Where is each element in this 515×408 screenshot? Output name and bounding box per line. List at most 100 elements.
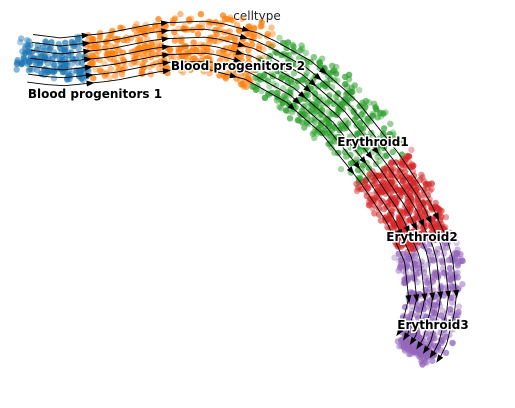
cell-point <box>383 163 390 171</box>
cell-point <box>399 139 406 147</box>
cell-point <box>415 348 422 356</box>
cell-point <box>34 66 41 74</box>
cell-point <box>74 40 81 47</box>
cell-point <box>178 35 185 42</box>
streamline-arrow <box>378 141 386 150</box>
cell-point <box>309 130 316 138</box>
cell-point <box>42 66 49 73</box>
cell-point <box>95 47 102 55</box>
streamline-arrow <box>437 291 444 300</box>
cell-point <box>419 229 426 237</box>
cell-point <box>128 48 135 56</box>
cell-point <box>244 31 252 38</box>
cell-point <box>137 36 144 44</box>
cell-point <box>295 54 303 62</box>
cell-point <box>416 353 423 360</box>
cell-point <box>407 347 414 355</box>
cell-point <box>430 257 437 264</box>
cell-point <box>437 312 444 319</box>
cell-point <box>426 281 434 288</box>
cell-point <box>280 50 288 57</box>
cell-point <box>414 270 421 278</box>
cell-point <box>380 125 388 132</box>
streamline-arrow <box>231 64 240 71</box>
cell-point <box>312 105 319 112</box>
cell-point <box>25 38 33 45</box>
cell-point <box>95 44 103 51</box>
cell-point <box>440 269 447 276</box>
cell-point <box>390 131 397 139</box>
cell-point <box>185 53 193 61</box>
cluster-points-4 <box>353 146 450 256</box>
streamline-arrow <box>161 44 171 51</box>
cell-point <box>403 263 410 270</box>
cell-point <box>102 44 109 52</box>
cell-point <box>41 53 48 60</box>
cell-point <box>395 267 402 274</box>
cell-point <box>197 11 205 18</box>
cell-point <box>414 278 421 286</box>
cell-point <box>68 60 76 67</box>
cluster-points-3 <box>248 34 406 186</box>
cell-point <box>394 196 401 204</box>
cell-point <box>442 214 450 221</box>
cell-point <box>419 191 426 199</box>
cell-point <box>189 55 196 63</box>
cell-point <box>190 39 197 46</box>
cell-point <box>301 124 308 131</box>
cell-point <box>387 160 395 167</box>
cell-point <box>148 27 155 34</box>
streamline-arrow <box>86 80 95 87</box>
cell-point <box>133 20 140 28</box>
streamline-arrow <box>241 25 251 32</box>
cell-point <box>141 47 148 54</box>
cell-point <box>284 88 292 96</box>
cell-point <box>374 153 381 161</box>
cell-point <box>449 299 456 306</box>
cell-point <box>448 256 455 264</box>
streamline-arrow <box>429 350 437 359</box>
streamline-arrow <box>346 166 355 175</box>
streamline-arrow <box>416 341 424 350</box>
streamline-arrow <box>418 218 425 228</box>
cell-point <box>429 318 437 325</box>
cell-point <box>178 53 186 61</box>
cell-point <box>50 75 58 82</box>
cell-point <box>416 176 424 184</box>
cell-point <box>404 313 411 321</box>
cluster-label-2: Blood progenitors 2 <box>171 59 305 73</box>
cell-point <box>50 68 58 75</box>
cell-point <box>405 254 412 261</box>
cell-point <box>413 258 421 265</box>
cell-point <box>90 74 97 82</box>
cell-point <box>371 210 378 217</box>
cell-point <box>218 36 225 43</box>
streamline-6 <box>28 60 418 338</box>
cell-point <box>367 201 374 208</box>
cell-point <box>305 98 312 106</box>
streamline-arrow <box>389 231 396 241</box>
cell-point <box>439 337 446 344</box>
cell-point <box>312 103 320 110</box>
cell-point <box>239 80 246 88</box>
cell-point <box>113 43 120 51</box>
streamline-arrow <box>396 228 403 238</box>
cell-point <box>215 63 222 71</box>
streamline-arrow <box>371 146 380 155</box>
cell-point <box>454 260 462 267</box>
cell-point <box>135 47 143 54</box>
cell-point <box>377 199 384 207</box>
cell-point <box>268 24 275 31</box>
streamline-arrow <box>403 225 410 234</box>
cell-point <box>22 42 29 50</box>
streamline-arrow <box>421 293 428 302</box>
cell-point <box>171 28 178 35</box>
cell-point <box>252 74 259 81</box>
cell-point <box>310 54 318 61</box>
cell-point <box>14 59 21 66</box>
cell-point <box>406 350 413 358</box>
cell-point <box>421 316 428 324</box>
cell-point <box>442 244 450 252</box>
cell-point <box>447 270 454 277</box>
streamline-1 <box>33 20 457 360</box>
